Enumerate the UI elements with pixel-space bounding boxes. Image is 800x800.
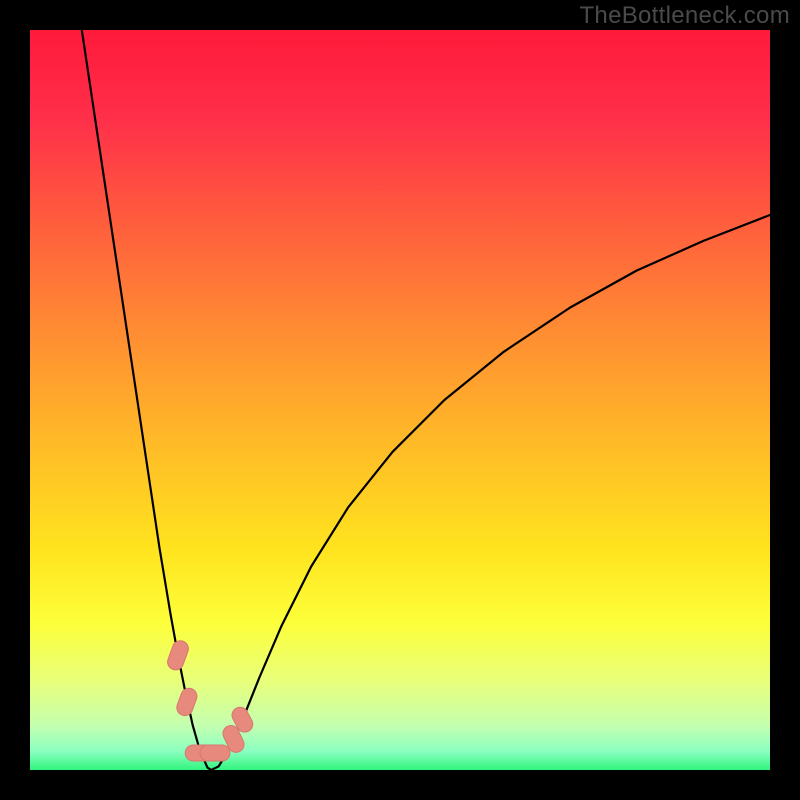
plot-background-gradient <box>30 30 770 770</box>
chart-container: TheBottleneck.com <box>0 0 800 800</box>
bottleneck-chart <box>0 0 800 800</box>
curve-marker <box>200 745 230 761</box>
watermark-text: TheBottleneck.com <box>579 2 790 30</box>
